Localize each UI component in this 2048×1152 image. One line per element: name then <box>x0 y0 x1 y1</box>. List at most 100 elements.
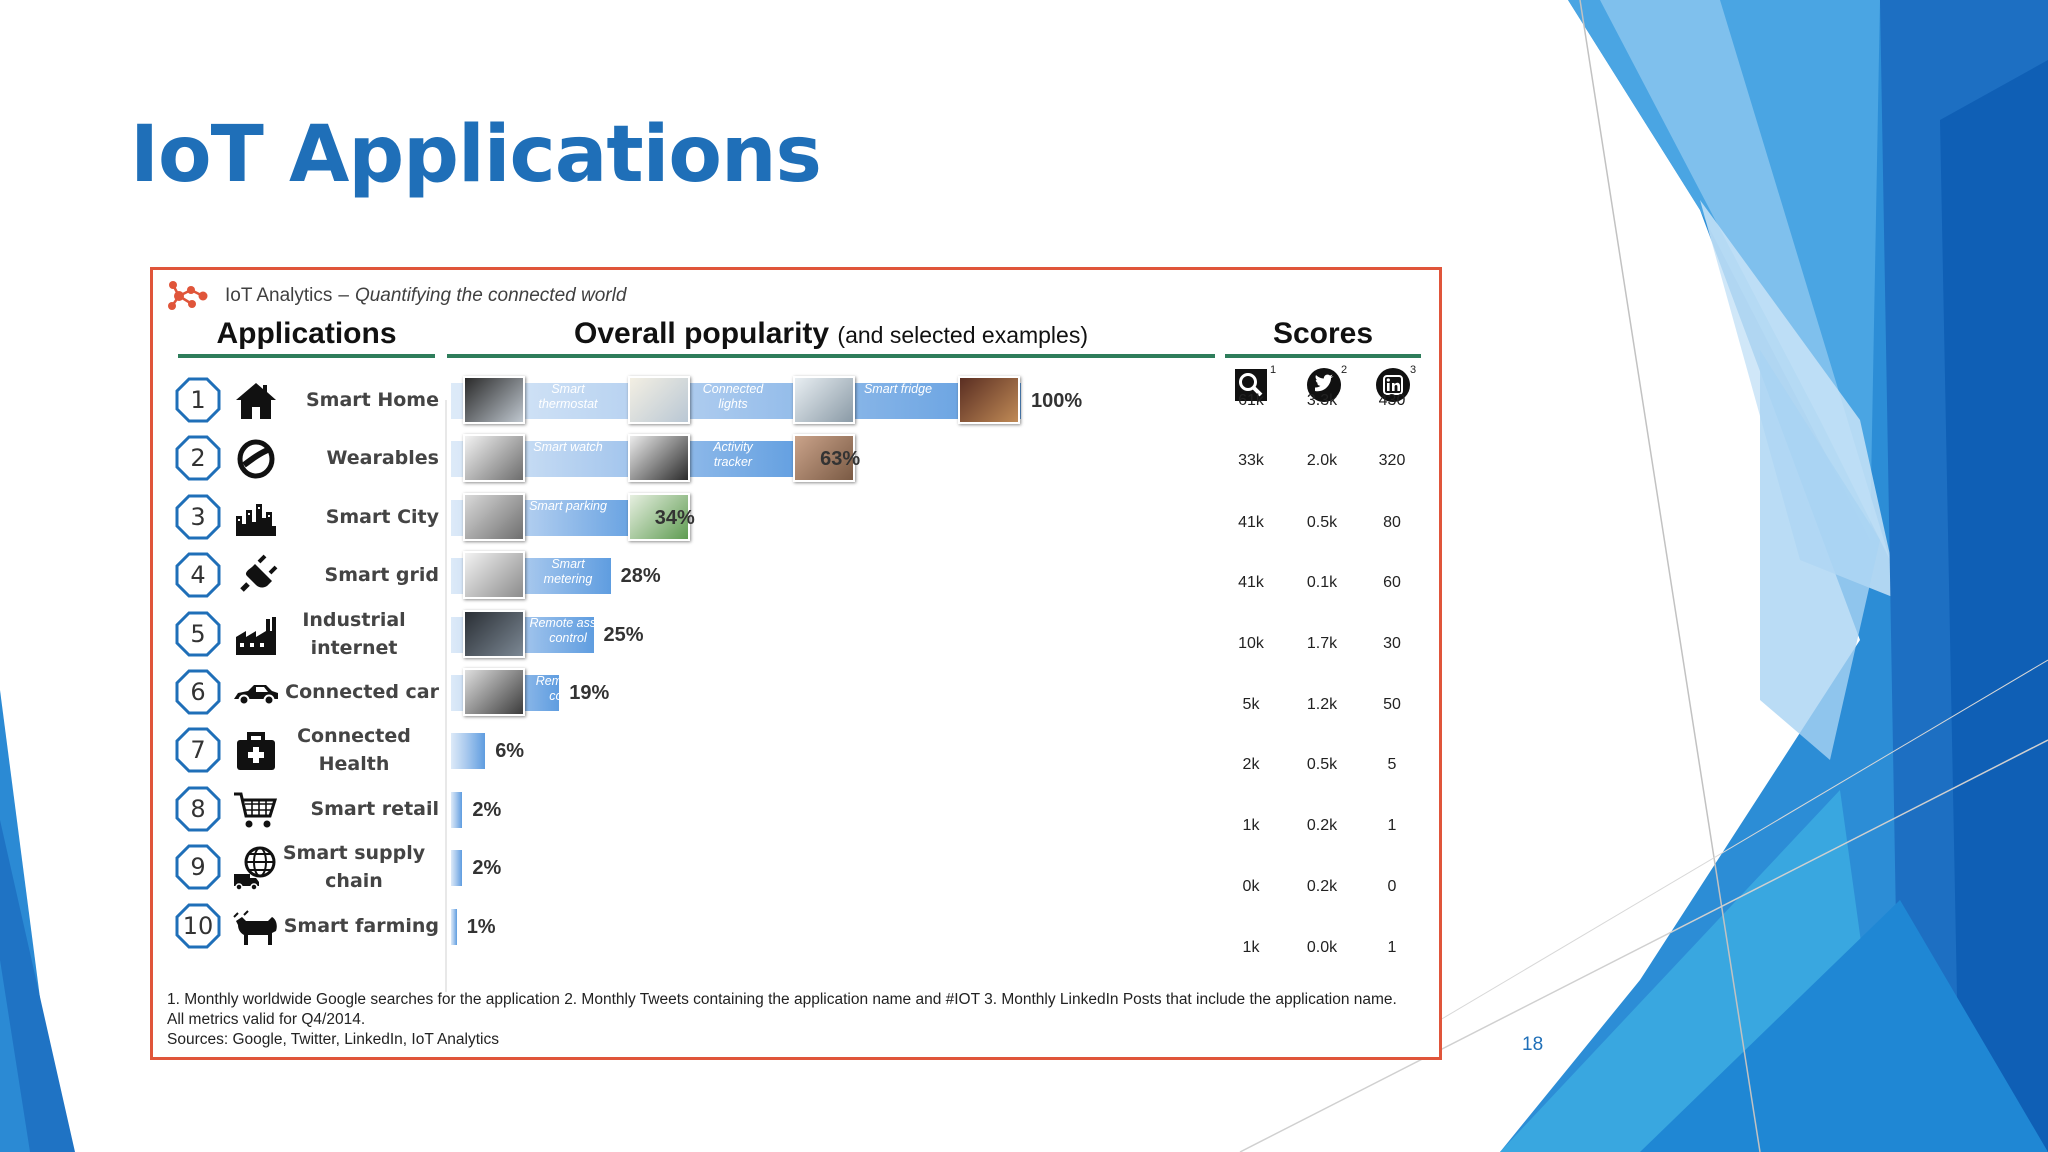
data-label: 1% <box>466 915 496 938</box>
example-label: Smart waste mgmt <box>698 498 768 528</box>
linkedin-score: 1 <box>1387 938 1397 956</box>
rank-number: 6 <box>190 678 206 706</box>
popularity-bar: Remote car control <box>451 668 600 716</box>
example-label: Smart metering <box>543 557 593 587</box>
chart-row: 2 Wearables Smart watch Activity tracker Sma… <box>153 429 1439 487</box>
linkedin-score: 430 <box>1378 392 1406 409</box>
twitter-icon <box>1307 368 1341 402</box>
linkedin-score: 1 <box>1387 816 1397 834</box>
google-score: 0k <box>1242 878 1260 896</box>
rank-badge: 7 <box>175 727 221 773</box>
cow-icon <box>233 909 277 945</box>
chart-row: 8 Smart retail 2% 1k 0.2k 1 <box>153 780 1439 838</box>
octagon-icon <box>175 494 221 540</box>
twitter-score: 0.5k <box>1306 513 1338 531</box>
linkedin-score: 5 <box>1387 756 1397 774</box>
brand-text: IoT Analytics – Quantifying the connected … <box>225 285 626 307</box>
meter-photo <box>463 551 525 600</box>
chart-row: 10 Smart farming 1% 1k 0.0k 1 <box>153 897 1439 956</box>
popularity-bar <box>451 850 463 887</box>
network-logo-icon <box>168 281 208 310</box>
category-label: Smart supply chain <box>282 842 426 893</box>
data-label: 34% <box>654 506 695 529</box>
twitter-score: 0.1k <box>1306 574 1338 592</box>
scores-header-text: Scores <box>1272 317 1374 350</box>
linkedin-score: 80 <box>1383 513 1401 531</box>
google-score: 5k <box>1242 696 1260 713</box>
google-score: 61k <box>1238 392 1264 409</box>
rank-badge: 3 <box>175 494 221 540</box>
footnote-2: 2 <box>1341 364 1348 376</box>
google-score: 33k <box>1238 452 1264 470</box>
popularity-bar: Remote asset control <box>451 609 607 658</box>
brand-name: IoT Analytics <box>225 285 333 306</box>
octagon-icon <box>175 903 221 949</box>
popularity-bar: Smart parking Smart waste mgmt <box>451 492 768 541</box>
octagon-icon <box>175 552 221 598</box>
chart-axis-line <box>445 400 447 992</box>
rank-badge: 4 <box>175 552 221 598</box>
twitter-score: 0.2k <box>1306 816 1338 834</box>
google-score: 1k <box>1242 938 1260 956</box>
footnote-3: 3 <box>1410 364 1417 376</box>
car-icon <box>234 685 278 706</box>
app-name: Smart Home <box>269 371 439 429</box>
google-score: 10k <box>1238 634 1264 652</box>
waste-bin-photo <box>628 492 690 541</box>
category-label: Smart Home <box>305 389 439 411</box>
app-name: Smart grid <box>269 546 439 604</box>
popularity-header-sub: (and selected examples) <box>837 322 1088 348</box>
chart-row: 4 Smart grid Smart metering 28% 41k 0.1k 60 <box>153 546 1439 604</box>
fridge-photo <box>793 376 855 424</box>
data-label: 2% <box>472 798 502 821</box>
twitter-score: 2.0k <box>1306 452 1338 470</box>
chart-row: 9 Smart supply chain 2% 0k 0.2k 0 <box>153 838 1439 896</box>
octagon-icon <box>175 786 221 832</box>
rank-number: 9 <box>190 853 206 882</box>
search-icon <box>1235 369 1267 401</box>
data-label: 19% <box>569 682 610 704</box>
twitter-score: 0.5k <box>1306 756 1338 774</box>
octagon-icon <box>175 669 221 715</box>
app-name: Connected car <box>239 663 439 721</box>
sources-text: Sources: Google, Twitter, LinkedIn, IoT … <box>167 1031 499 1048</box>
app-name: Industrial internet <box>269 605 439 663</box>
popularity-header: Overall popularity (and selected example… <box>447 314 1215 358</box>
popularity-header-text: Overall popularity <box>574 317 830 350</box>
rank-badge: 9 <box>175 844 221 890</box>
category-label: Connected Health <box>297 725 411 776</box>
linkedin-score: 50 <box>1383 696 1401 713</box>
example-label: Smart watch <box>533 440 603 455</box>
app-name: Smart retail <box>269 780 439 838</box>
chart-row: 1 Smart Home Smart thermostat Connected lig… <box>153 371 1439 429</box>
phone-photo <box>463 668 525 716</box>
app-name: Smart City <box>269 488 439 546</box>
medical-kit-icon <box>237 732 275 771</box>
twitter-score: 1.7k <box>1306 634 1338 652</box>
app-name: Wearables <box>269 429 440 487</box>
category-label: Smart grid <box>324 564 439 587</box>
data-label: 28% <box>620 565 661 588</box>
data-label: 6% <box>495 740 525 763</box>
example-label: Activity tracker <box>713 440 753 470</box>
google-score: 41k <box>1238 574 1264 592</box>
tablet-photo <box>463 609 525 658</box>
example-label: Remote asset control <box>529 615 607 645</box>
chart-row: 6 Connected car Remote car control 19% 5k 1.2… <box>153 663 1439 721</box>
plug-icon <box>240 554 278 592</box>
footnote-text: 1. Monthly worldwide Google searches for… <box>167 991 1397 1028</box>
google-score: 41k <box>1238 513 1264 531</box>
doorlock-photo <box>958 376 1020 424</box>
linkedin-score: 320 <box>1378 452 1406 470</box>
chart-row: 3 Smart City Smart parking Smart waste mgmt… <box>153 488 1439 546</box>
rank-number: 5 <box>190 619 206 648</box>
house-icon <box>236 383 276 419</box>
slide-title: IoT Applications <box>130 110 822 200</box>
rank-badge: 2 <box>175 435 221 481</box>
example-label: Smart doorlock <box>1039 382 1087 411</box>
tracker-photo <box>628 434 690 483</box>
popularity-bar <box>451 791 463 828</box>
data-label: 2% <box>472 857 502 880</box>
rank-number: 10 <box>182 911 214 940</box>
rank-badge: 8 <box>175 786 221 832</box>
